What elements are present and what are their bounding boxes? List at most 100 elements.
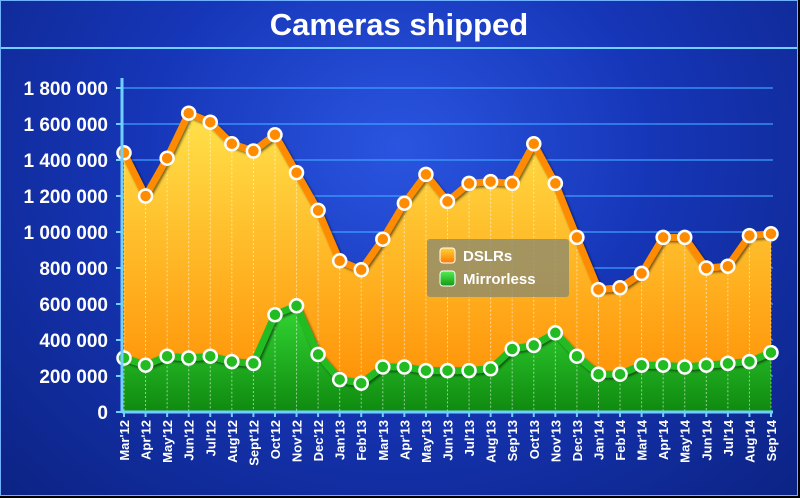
point-mirrorless <box>353 375 369 391</box>
legend-label-dslrs: DSLRs <box>463 248 512 265</box>
point-mirrorless <box>590 366 607 382</box>
point-mirrorless <box>482 361 499 377</box>
point-mirrorless <box>547 325 564 341</box>
x-tick-label: Sep'13 <box>505 420 520 461</box>
x-tick-label: Aug'14 <box>742 419 757 463</box>
point-mirrorless <box>504 341 520 357</box>
point-mirrorless <box>159 348 175 364</box>
x-tick-label: Oct'13 <box>527 420 542 459</box>
point-mirrorless <box>526 337 542 354</box>
y-tick-label: 1 200 000 <box>23 187 108 208</box>
point-mirrorless <box>418 362 434 379</box>
point-mirrorless <box>116 350 132 366</box>
point-mirrorless <box>633 357 650 373</box>
x-tick-label: Mar'13 <box>376 420 391 461</box>
point-mirrorless <box>461 362 477 379</box>
legend-label-mirrorless: Mirrorless <box>463 271 536 288</box>
x-tick-label: Jun'13 <box>441 420 456 461</box>
point-mirrorless <box>569 348 585 364</box>
point-mirrorless <box>396 359 413 375</box>
point-dslrs <box>375 231 391 247</box>
point-dslrs <box>418 166 434 183</box>
x-tick-label: May'12 <box>160 420 175 463</box>
point-mirrorless <box>763 344 779 361</box>
y-tick-label: 1 000 000 <box>23 223 108 244</box>
x-tick-label: Jul'14 <box>721 419 736 456</box>
y-tick-labels: 0 200 000 400 000 600 000 800 000 1 000 000 1 … <box>23 79 122 424</box>
point-mirrorless <box>720 355 736 372</box>
point-dslrs <box>159 150 175 166</box>
point-dslrs <box>590 281 607 298</box>
point-dslrs <box>331 253 348 269</box>
point-dslrs <box>116 145 132 161</box>
point-dslrs <box>612 280 628 296</box>
x-tick-label: Jan'13 <box>333 420 348 460</box>
point-dslrs <box>741 227 758 244</box>
point-dslrs <box>439 193 456 210</box>
point-mirrorless <box>267 307 283 323</box>
x-tick-label: Apr'12 <box>139 420 154 460</box>
point-dslrs <box>655 229 671 246</box>
y-tick-label: 0 <box>97 403 108 424</box>
legend: DSLRs Mirrorless <box>427 239 569 297</box>
x-tick-label: Dec'12 <box>311 420 326 461</box>
point-mirrorless <box>224 353 240 370</box>
point-dslrs <box>526 136 542 152</box>
x-tick-label: Mar'12 <box>117 420 132 461</box>
chart-title: Cameras shipped <box>269 7 529 42</box>
point-mirrorless <box>439 362 456 379</box>
x-tick-label: Mar'14 <box>635 419 650 460</box>
x-tick-label: Nov'13 <box>548 420 563 462</box>
x-tick-label: Sept'12 <box>246 420 261 466</box>
x-tick-label: Oct'12 <box>268 420 283 459</box>
point-dslrs <box>180 105 197 121</box>
legend-swatch-dslrs <box>439 247 456 264</box>
title-divider <box>1 47 797 49</box>
area-mirrorless <box>124 305 771 412</box>
x-tick-label: May'14 <box>678 419 693 463</box>
point-mirrorless <box>655 357 671 373</box>
point-mirrorless <box>310 346 326 363</box>
x-tick-label: May'13 <box>419 420 434 463</box>
point-dslrs <box>137 188 154 204</box>
x-tick-label: Aug'12 <box>225 420 240 463</box>
y-tick-label: 800 000 <box>39 259 108 280</box>
legend-box <box>427 239 569 297</box>
legend-swatch-mirrorless <box>439 270 456 287</box>
point-dslrs <box>310 202 326 219</box>
point-mirrorless <box>202 348 219 364</box>
point-dslrs <box>245 143 262 159</box>
point-dslrs <box>763 226 779 242</box>
point-dslrs <box>547 175 564 192</box>
x-tick-label: Apr'13 <box>397 420 412 460</box>
x-tick-labels: Mar'12 Apr'12 May'12 Jun'12 Jul'12 Aug'12 Sept… <box>117 412 779 466</box>
point-dslrs <box>224 136 240 152</box>
point-dslrs <box>396 195 413 211</box>
point-dslrs <box>482 173 499 190</box>
point-mirrorless <box>137 357 154 373</box>
x-tick-label: Jun'12 <box>182 420 197 461</box>
x-tick-label: Aug'13 <box>484 420 499 463</box>
point-dslrs <box>569 229 585 246</box>
x-tick-label: Sep'14 <box>764 419 779 461</box>
y-tick-label: 1 400 000 <box>23 151 108 172</box>
point-mirrorless <box>741 353 758 370</box>
point-dslrs <box>633 265 650 282</box>
y-tick-label: 600 000 <box>39 295 108 316</box>
point-mirrorless <box>288 298 305 314</box>
x-tick-label: Jul'13 <box>462 420 477 456</box>
point-dslrs <box>676 229 693 246</box>
x-tick-label: Apr'14 <box>656 419 671 460</box>
point-mirrorless <box>676 359 693 375</box>
point-dslrs <box>720 258 736 274</box>
point-mirrorless <box>245 355 262 372</box>
point-mirrorless <box>698 357 715 373</box>
point-mirrorless <box>612 366 628 382</box>
y-tick-label: 200 000 <box>39 367 108 388</box>
y-tick-label: 1 600 000 <box>23 115 108 136</box>
point-dslrs <box>461 175 477 192</box>
point-dslrs <box>504 175 520 192</box>
point-dslrs <box>288 164 305 181</box>
point-dslrs <box>698 260 715 276</box>
